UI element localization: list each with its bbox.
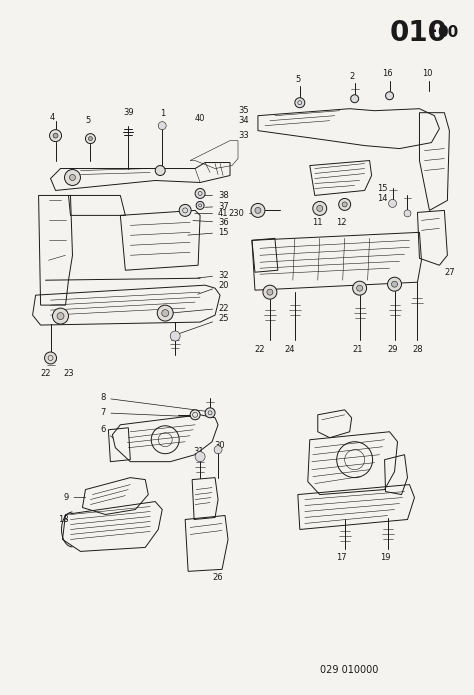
Text: 17: 17 [337, 553, 347, 562]
Circle shape [205, 408, 215, 418]
Text: 15: 15 [377, 184, 388, 193]
Text: 26: 26 [213, 573, 223, 582]
Circle shape [388, 277, 401, 291]
Text: 18: 18 [58, 515, 69, 524]
Text: 15: 15 [188, 228, 228, 237]
Text: 1: 1 [160, 109, 165, 118]
Circle shape [195, 452, 205, 461]
Text: 27: 27 [444, 268, 455, 277]
Circle shape [70, 174, 75, 181]
Text: 230: 230 [228, 209, 252, 218]
Circle shape [339, 199, 351, 211]
Circle shape [255, 207, 261, 213]
Text: 5: 5 [295, 75, 301, 84]
Circle shape [389, 199, 397, 207]
Text: 10: 10 [422, 70, 433, 79]
Circle shape [351, 95, 359, 103]
Text: 19: 19 [380, 553, 391, 562]
Text: 4: 4 [50, 113, 55, 122]
Circle shape [404, 210, 411, 217]
Circle shape [214, 445, 222, 454]
Text: 16: 16 [382, 70, 393, 79]
Text: 5: 5 [86, 116, 91, 125]
Text: 11: 11 [312, 218, 323, 227]
Text: 20: 20 [198, 281, 228, 294]
Text: 7: 7 [100, 408, 192, 417]
Circle shape [155, 165, 165, 176]
Text: 38: 38 [205, 191, 229, 200]
Circle shape [179, 204, 191, 216]
Text: 22: 22 [173, 304, 228, 313]
Circle shape [45, 352, 56, 364]
Text: 010: 010 [390, 19, 447, 47]
Text: 34: 34 [239, 116, 249, 125]
Circle shape [356, 285, 363, 291]
Circle shape [342, 202, 347, 207]
Text: 31: 31 [193, 447, 203, 456]
Circle shape [57, 313, 64, 320]
Text: 24: 24 [284, 345, 295, 354]
Text: 6: 6 [100, 425, 113, 438]
Circle shape [353, 281, 366, 295]
Circle shape [89, 137, 92, 140]
Text: 39: 39 [123, 108, 134, 117]
Circle shape [50, 130, 62, 142]
Text: 40: 40 [195, 114, 205, 123]
Circle shape [64, 170, 81, 186]
Text: 29: 29 [387, 345, 398, 354]
Text: 33: 33 [238, 131, 249, 140]
Text: 37: 37 [205, 202, 229, 211]
Text: 25: 25 [178, 313, 228, 334]
Text: -: - [429, 21, 438, 40]
Text: 30: 30 [215, 441, 225, 450]
Circle shape [53, 133, 58, 138]
Circle shape [267, 289, 273, 295]
Text: 14: 14 [377, 194, 388, 203]
Circle shape [53, 308, 69, 324]
Text: 35: 35 [239, 106, 249, 115]
Circle shape [162, 309, 169, 317]
Text: 12: 12 [337, 218, 347, 227]
Text: 36: 36 [193, 218, 229, 227]
Text: 28: 28 [412, 345, 423, 354]
Text: 029 010000: 029 010000 [320, 665, 378, 675]
Circle shape [317, 206, 323, 211]
Circle shape [157, 305, 173, 321]
Circle shape [385, 92, 393, 99]
Circle shape [85, 133, 95, 144]
Text: 41: 41 [195, 209, 228, 218]
Text: 23: 23 [63, 370, 74, 378]
Text: 22: 22 [40, 370, 51, 378]
Circle shape [170, 331, 180, 341]
Circle shape [196, 202, 204, 209]
Text: 32: 32 [198, 271, 228, 279]
Circle shape [195, 188, 205, 199]
Circle shape [263, 285, 277, 299]
Text: 9: 9 [63, 493, 86, 502]
Circle shape [392, 281, 398, 287]
Text: 2: 2 [349, 72, 354, 81]
Circle shape [313, 202, 327, 215]
Text: 8: 8 [100, 393, 207, 411]
Text: 22: 22 [255, 345, 265, 354]
Circle shape [295, 98, 305, 108]
Circle shape [158, 122, 166, 130]
Circle shape [190, 410, 200, 420]
Text: 21: 21 [352, 345, 363, 354]
Text: 00: 00 [438, 25, 459, 40]
Circle shape [251, 204, 265, 218]
